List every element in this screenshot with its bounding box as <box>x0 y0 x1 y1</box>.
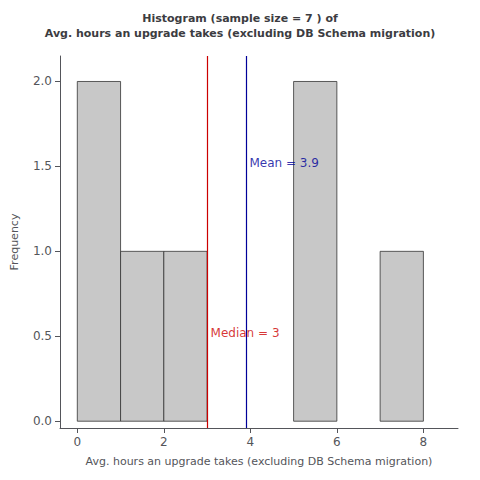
svg-text:2.0: 2.0 <box>33 74 52 88</box>
svg-text:0.0: 0.0 <box>33 414 52 428</box>
svg-text:Avg. hours an upgrade takes (e: Avg. hours an upgrade takes (excluding D… <box>45 27 435 40</box>
svg-text:0: 0 <box>73 435 81 449</box>
svg-text:6: 6 <box>333 435 341 449</box>
svg-text:1.0: 1.0 <box>33 244 52 258</box>
svg-text:8: 8 <box>420 435 428 449</box>
svg-text:Median = 3: Median = 3 <box>211 326 280 340</box>
svg-text:0.5: 0.5 <box>33 329 52 343</box>
svg-text:Histogram (sample size = 7 ) o: Histogram (sample size = 7 ) of <box>142 12 338 25</box>
svg-text:2: 2 <box>160 435 168 449</box>
svg-text:Mean = 3.9: Mean = 3.9 <box>249 156 318 170</box>
svg-text:Frequency: Frequency <box>8 213 21 270</box>
svg-text:Avg. hours an upgrade takes (e: Avg. hours an upgrade takes (excluding D… <box>86 455 433 468</box>
svg-text:4: 4 <box>247 435 255 449</box>
svg-text:1.5: 1.5 <box>33 159 52 173</box>
